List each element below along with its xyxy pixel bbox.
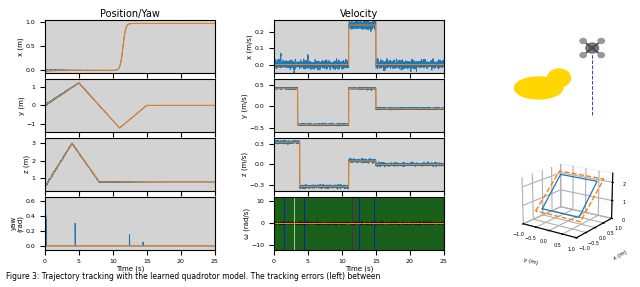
X-axis label: Time (s): Time (s)	[345, 266, 373, 272]
Y-axis label: x (m): x (m)	[612, 249, 628, 261]
Bar	[503, 20, 529, 40]
Y-axis label: y (m): y (m)	[18, 96, 24, 115]
Bar	[529, 40, 554, 60]
Bar	[579, 40, 605, 60]
Ellipse shape	[515, 77, 563, 99]
X-axis label: Time (s): Time (s)	[116, 266, 144, 272]
Bar	[605, 60, 630, 80]
Bar	[554, 100, 579, 120]
Y-axis label: ω (rad/s): ω (rad/s)	[243, 208, 250, 239]
X-axis label: y (m): y (m)	[523, 257, 538, 266]
Bar	[605, 20, 630, 40]
Y-axis label: yaw
(rad): yaw (rad)	[10, 215, 24, 232]
Circle shape	[580, 38, 586, 43]
Bar	[529, 80, 554, 100]
Title: Position/Yaw: Position/Yaw	[100, 9, 160, 19]
Circle shape	[598, 53, 604, 58]
Text: Figure 3: Trajectory tracking with the learned quadrotor model. The tracking err: Figure 3: Trajectory tracking with the l…	[6, 272, 381, 281]
Y-axis label: z (m): z (m)	[23, 155, 29, 173]
Title: Velocity: Velocity	[340, 9, 378, 19]
Circle shape	[586, 43, 598, 53]
Y-axis label: z (m/s): z (m/s)	[241, 152, 248, 177]
Bar	[503, 100, 529, 120]
Bar	[605, 100, 630, 120]
Bar	[579, 80, 605, 100]
Y-axis label: x (m/s): x (m/s)	[246, 34, 253, 59]
Y-axis label: y (m/s): y (m/s)	[241, 93, 248, 118]
Circle shape	[598, 38, 604, 43]
Bar	[554, 60, 579, 80]
Bar	[503, 60, 529, 80]
Y-axis label: x (m): x (m)	[17, 37, 24, 56]
Circle shape	[548, 69, 570, 87]
Bar	[554, 20, 579, 40]
Circle shape	[580, 53, 586, 58]
